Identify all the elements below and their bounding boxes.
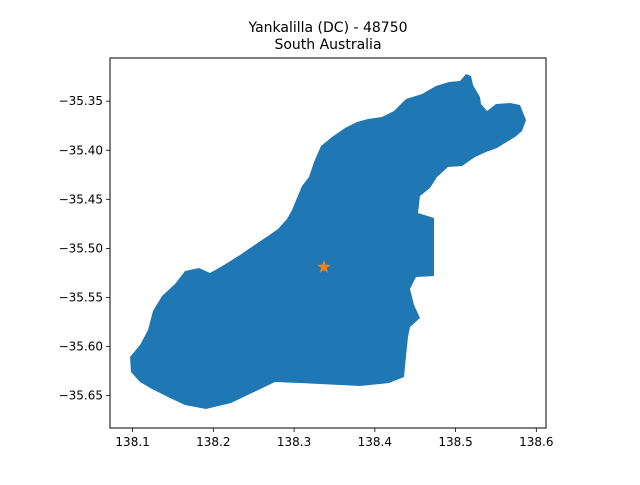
map-title-line1: Yankalilla (DC) - 48750: [247, 20, 407, 36]
yankalilla-region-shape: [130, 74, 526, 409]
x-tick-label: 138.2: [196, 435, 230, 449]
y-tick-label: −35.45: [59, 192, 103, 206]
y-tick-label: −35.50: [59, 241, 103, 255]
x-axis: 138.1 138.2 138.3 138.4 138.5 138.6: [115, 428, 553, 449]
x-tick-label: 138.1: [115, 435, 149, 449]
x-tick-label: 138.3: [277, 435, 311, 449]
y-tick-label: −35.40: [59, 143, 103, 157]
x-tick-label: 138.4: [358, 435, 392, 449]
y-tick-label: −35.55: [59, 290, 103, 304]
y-axis: −35.35 −35.40 −35.45 −35.50 −35.55 −35.60 −35.…: [59, 94, 110, 403]
y-tick-label: −35.35: [59, 94, 103, 108]
y-tick-label: −35.60: [59, 340, 103, 354]
star-icon: [317, 260, 331, 273]
y-tick-label: −35.65: [59, 389, 103, 403]
x-tick-label: 138.5: [438, 435, 472, 449]
map-title-line2: South Australia: [274, 37, 381, 53]
x-tick-label: 138.6: [519, 435, 553, 449]
plot-frame: [109, 57, 547, 429]
